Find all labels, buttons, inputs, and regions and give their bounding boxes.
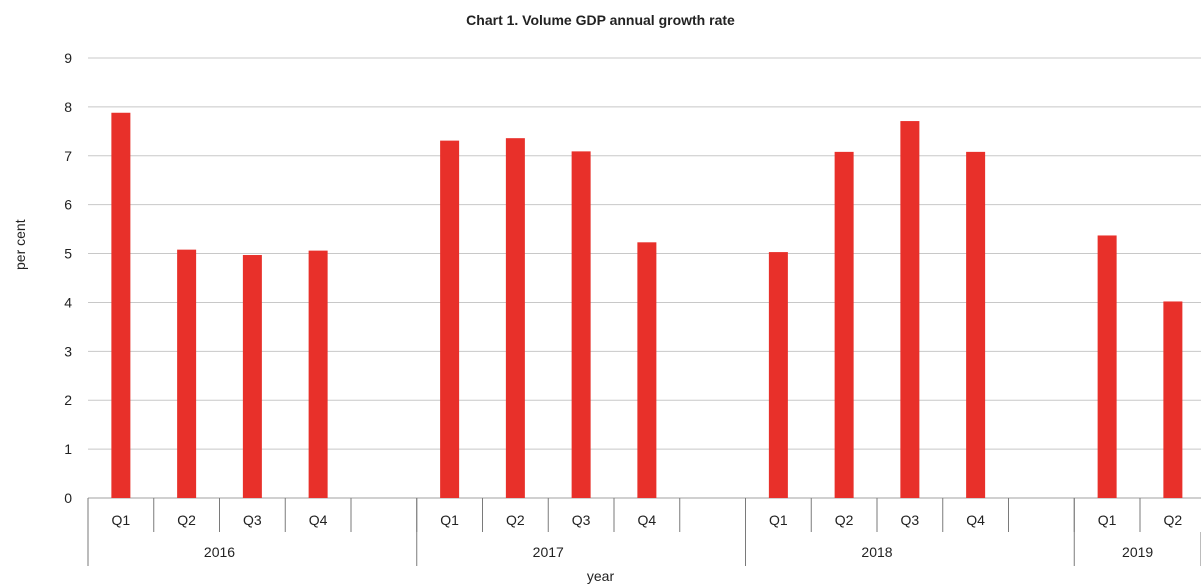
x-tick-label: Q2 bbox=[506, 512, 525, 528]
y-tick-label: 5 bbox=[64, 246, 72, 262]
bar bbox=[900, 121, 920, 499]
x-group-label: 2017 bbox=[533, 544, 564, 560]
bar bbox=[1097, 235, 1117, 498]
x-tick-label: Q1 bbox=[112, 512, 131, 528]
y-tick-label: 9 bbox=[64, 50, 72, 66]
bar bbox=[834, 151, 854, 498]
x-tick-label: Q3 bbox=[901, 512, 920, 528]
x-tick-label: Q1 bbox=[440, 512, 459, 528]
bar bbox=[111, 112, 131, 498]
chart-title: Chart 1. Volume GDP annual growth rate bbox=[466, 12, 735, 28]
y-tick-label: 4 bbox=[64, 294, 72, 310]
bar bbox=[177, 249, 197, 498]
bar bbox=[242, 255, 262, 498]
y-tick-label: 8 bbox=[64, 99, 72, 115]
bar bbox=[571, 151, 591, 498]
x-tick-label: Q1 bbox=[1098, 512, 1117, 528]
x-tick-label: Q2 bbox=[1164, 512, 1183, 528]
x-tick-label: Q1 bbox=[769, 512, 788, 528]
bar bbox=[505, 138, 525, 498]
y-tick-label: 1 bbox=[64, 441, 72, 457]
x-tick-label: Q2 bbox=[835, 512, 854, 528]
x-group-label: 2019 bbox=[1122, 544, 1153, 560]
y-tick-label: 7 bbox=[64, 148, 72, 164]
x-group-label: 2016 bbox=[204, 544, 235, 560]
x-tick-label: Q3 bbox=[243, 512, 262, 528]
x-tick-label: Q4 bbox=[638, 512, 657, 528]
y-tick-label: 3 bbox=[64, 343, 72, 359]
x-tick-label: Q4 bbox=[309, 512, 328, 528]
x-group-label: 2018 bbox=[861, 544, 892, 560]
bar bbox=[308, 250, 328, 498]
bar bbox=[440, 140, 460, 498]
x-tick-label: Q2 bbox=[177, 512, 196, 528]
bar bbox=[966, 151, 986, 498]
x-tick-label: Q4 bbox=[966, 512, 985, 528]
bar bbox=[768, 252, 788, 498]
bar bbox=[637, 242, 657, 498]
x-tick-label: Q3 bbox=[572, 512, 591, 528]
y-tick-label: 6 bbox=[64, 197, 72, 213]
y-tick-label: 2 bbox=[64, 392, 72, 408]
y-tick-label: 0 bbox=[64, 490, 72, 506]
bar bbox=[1163, 301, 1183, 498]
x-axis-label: year bbox=[586, 568, 615, 584]
